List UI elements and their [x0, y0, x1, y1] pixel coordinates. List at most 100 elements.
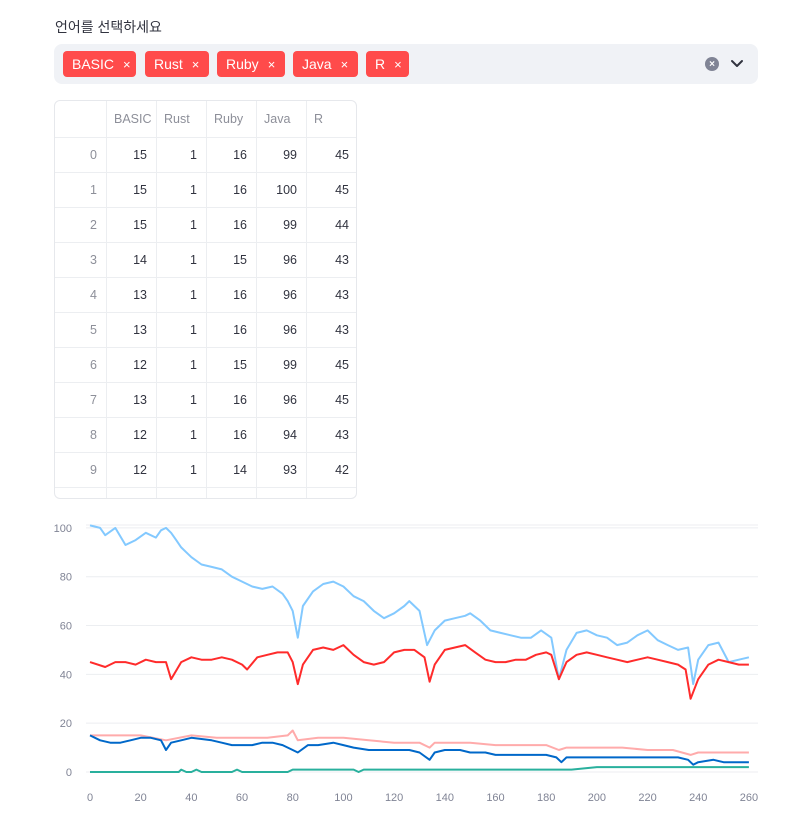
column-divider — [256, 101, 257, 498]
row-divider — [55, 382, 356, 383]
table-cell[interactable]: 16 — [233, 148, 247, 162]
tag-label: R — [375, 56, 386, 72]
table-cell[interactable]: 1 — [190, 183, 197, 197]
tag-java: Java × — [293, 51, 358, 77]
series-line-0 — [89, 524, 750, 686]
table-cell[interactable]: 1 — [190, 358, 197, 372]
column-header[interactable]: R — [314, 112, 324, 126]
table-cell[interactable]: 14 — [233, 463, 247, 477]
column-header[interactable]: Rust — [164, 112, 190, 126]
table-cell[interactable]: 1 — [190, 148, 197, 162]
table-cell[interactable]: 44 — [335, 218, 349, 232]
table-cell[interactable]: 45 — [335, 358, 349, 372]
remove-tag-icon[interactable]: × — [123, 56, 131, 72]
table-cell[interactable]: 15 — [133, 183, 147, 197]
table-cell[interactable]: 1 — [190, 463, 197, 477]
column-divider — [206, 101, 207, 498]
table-cell[interactable]: 16 — [233, 218, 247, 232]
row-index[interactable]: 0 — [90, 148, 97, 162]
x-tick-label: 0 — [87, 792, 93, 804]
row-index[interactable]: 3 — [90, 253, 97, 267]
table-cell[interactable]: 15 — [133, 218, 147, 232]
row-index[interactable]: 9 — [90, 463, 97, 477]
table-cell[interactable]: 16 — [233, 288, 247, 302]
table-cell[interactable]: 96 — [283, 393, 297, 407]
remove-tag-icon[interactable]: × — [340, 56, 349, 72]
table-cell[interactable]: 16 — [233, 323, 247, 337]
table-cell[interactable]: 45 — [335, 183, 349, 197]
line-chart: 0 20 40 60 80 100 0 20 40 60 80 100 120 140 160 180 200 2… — [54, 523, 758, 804]
table-cell[interactable]: 15 — [133, 148, 147, 162]
table-cell[interactable]: 45 — [335, 148, 349, 162]
tag-r: R × — [366, 51, 409, 77]
table-cell[interactable]: 1 — [190, 288, 197, 302]
table-cell[interactable]: 96 — [283, 288, 297, 302]
remove-tag-icon[interactable]: × — [267, 56, 276, 72]
clear-all-icon[interactable]: × — [705, 57, 719, 71]
table-cell[interactable]: 1 — [190, 323, 197, 337]
table-cell[interactable]: 99 — [283, 218, 297, 232]
row-divider — [55, 417, 356, 418]
column-header[interactable]: Java — [264, 112, 291, 126]
data-table[interactable]: BASIC Rust Ruby Java R 0 15 1 16 99 45 1 15 1 16 100 45 2… — [54, 100, 357, 499]
series-line-1 — [89, 644, 749, 700]
table-cell[interactable]: 12 — [133, 463, 147, 477]
tag-label: Ruby — [226, 56, 259, 72]
row-index[interactable]: 2 — [90, 218, 97, 232]
table-cell[interactable]: 15 — [233, 358, 247, 372]
table-cell[interactable]: 13 — [133, 393, 147, 407]
table-cell[interactable]: 96 — [283, 323, 297, 337]
x-tick-label: 180 — [537, 792, 555, 804]
table-cell[interactable]: 1 — [190, 393, 197, 407]
table-cell[interactable]: 13 — [133, 323, 147, 337]
table-cell[interactable]: 15 — [233, 253, 247, 267]
table-cell[interactable]: 43 — [335, 323, 349, 337]
row-index[interactable]: 5 — [90, 323, 97, 337]
row-index[interactable]: 4 — [90, 288, 97, 302]
table-cell[interactable]: 99 — [283, 358, 297, 372]
remove-tag-icon[interactable]: × — [191, 56, 200, 72]
series-line-2 — [90, 729, 749, 756]
column-divider — [306, 101, 307, 498]
row-index[interactable]: 6 — [90, 358, 97, 372]
table-cell[interactable]: 13 — [133, 288, 147, 302]
tag-ruby: Ruby × — [217, 51, 285, 77]
table-cell[interactable]: 43 — [335, 428, 349, 442]
x-tick-label: 240 — [689, 792, 707, 804]
table-cell[interactable]: 96 — [283, 253, 297, 267]
tag-basic: BASIC × — [63, 51, 136, 77]
table-cell[interactable]: 12 — [133, 428, 147, 442]
column-header[interactable]: Ruby — [214, 112, 244, 126]
table-cell[interactable]: 1 — [190, 428, 197, 442]
table-cell[interactable]: 43 — [335, 253, 349, 267]
table-cell[interactable]: 42 — [335, 463, 349, 477]
tag-rust: Rust × — [145, 51, 209, 77]
row-divider — [55, 277, 356, 278]
row-index[interactable]: 1 — [90, 183, 97, 197]
table-cell[interactable]: 45 — [335, 393, 349, 407]
table-cell[interactable]: 1 — [190, 253, 197, 267]
x-tick-label: 40 — [185, 792, 197, 804]
table-cell[interactable]: 93 — [283, 463, 297, 477]
y-tick-label: 60 — [60, 621, 72, 633]
table-cell[interactable]: 16 — [233, 393, 247, 407]
row-index[interactable]: 7 — [90, 393, 97, 407]
table-cell[interactable]: 16 — [233, 428, 247, 442]
x-tick-label: 20 — [135, 792, 147, 804]
column-divider — [156, 101, 157, 498]
table-cell[interactable]: 16 — [233, 183, 247, 197]
table-cell[interactable]: 12 — [133, 358, 147, 372]
column-header[interactable]: BASIC — [114, 112, 152, 126]
chevron-down-icon[interactable] — [729, 54, 745, 74]
remove-tag-icon[interactable]: × — [394, 56, 402, 72]
language-multiselect[interactable]: BASIC × Rust × Ruby × Java × R × × — [54, 44, 758, 84]
table-cell[interactable]: 94 — [283, 428, 297, 442]
table-cell[interactable]: 14 — [133, 253, 147, 267]
table-cell[interactable]: 1 — [190, 218, 197, 232]
table-cell[interactable]: 99 — [283, 148, 297, 162]
table-cell[interactable]: 100 — [276, 183, 297, 197]
row-divider — [55, 312, 356, 313]
x-tick-label: 120 — [385, 792, 403, 804]
table-cell[interactable]: 43 — [335, 288, 349, 302]
row-index[interactable]: 8 — [90, 428, 97, 442]
